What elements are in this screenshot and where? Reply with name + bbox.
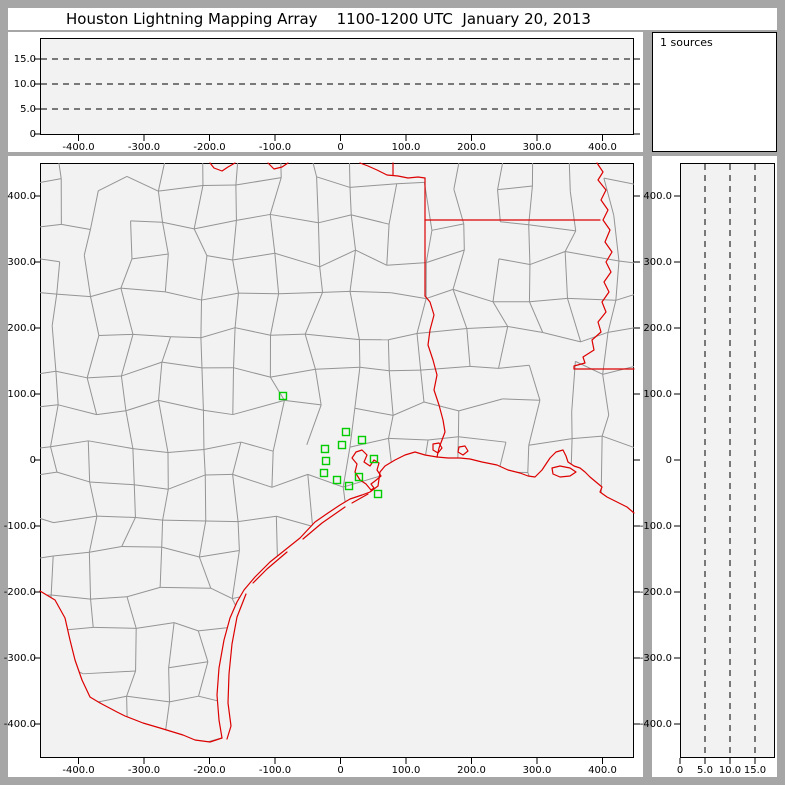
x-tick-label: 15.0: [744, 765, 766, 776]
plan-view-plot-area[interactable]: [41, 164, 634, 758]
y-tick-label: -400.0: [640, 719, 672, 730]
county-boundary-line: [206, 521, 238, 522]
county-boundary-line: [136, 628, 137, 671]
y-tick-label: -300.0: [640, 653, 672, 664]
x-tick-label: 100.0: [392, 142, 421, 153]
x-tick-label: -300.0: [128, 765, 160, 776]
x-tick-label: -400.0: [62, 765, 94, 776]
altitude-ns-plot-area[interactable]: [681, 164, 775, 758]
x-tick-label: 400.0: [588, 765, 617, 776]
x-tick-label: -100.0: [259, 765, 291, 776]
x-tick-label: 10.0: [719, 765, 741, 776]
x-tick-label: 5.0: [697, 765, 713, 776]
x-tick-label: 400.0: [588, 142, 617, 153]
y-tick-label: -400.0: [4, 719, 36, 730]
y-tick-label: 0: [30, 129, 36, 140]
county-boundary-line: [201, 300, 202, 338]
x-tick-label: 0: [677, 765, 683, 776]
x-tick-label: 100.0: [392, 765, 421, 776]
y-tick-label: 300.0: [643, 257, 672, 268]
county-boundary-line: [205, 474, 232, 475]
sources-box: [653, 33, 777, 152]
county-boundary-line: [236, 185, 237, 220]
county-boundary-line: [464, 224, 465, 250]
page-title: Houston Lightning Mapping Array 1100-120…: [66, 10, 591, 28]
y-tick-label: 5.0: [20, 104, 36, 115]
y-tick-label: 200.0: [643, 323, 672, 334]
x-tick-label: 300.0: [523, 765, 552, 776]
x-tick-label: 200.0: [457, 765, 486, 776]
y-tick-label: 200.0: [7, 323, 36, 334]
x-tick-label: -200.0: [193, 142, 225, 153]
y-tick-label: 100.0: [643, 389, 672, 400]
altitude-ew-plot-area[interactable]: [41, 39, 634, 135]
y-tick-label: -200.0: [640, 587, 672, 598]
y-tick-label: -200.0: [4, 587, 36, 598]
y-tick-label: 0: [30, 455, 36, 466]
x-tick-label: -400.0: [62, 142, 94, 153]
x-tick-label: 0: [337, 142, 343, 153]
x-tick-label: -100.0: [259, 142, 291, 153]
y-tick-label: 400.0: [643, 191, 672, 202]
x-tick-label: 0: [337, 765, 343, 776]
y-tick-label: -100.0: [640, 521, 672, 532]
y-tick-label: 0: [666, 455, 672, 466]
y-tick-label: 15.0: [14, 54, 36, 65]
sources-count-label: 1 sources: [660, 36, 713, 49]
x-tick-label: -300.0: [128, 142, 160, 153]
y-tick-label: -300.0: [4, 653, 36, 664]
y-tick-label: 400.0: [7, 191, 36, 202]
y-tick-label: 300.0: [7, 257, 36, 268]
county-boundary-line: [203, 410, 204, 449]
y-tick-label: 10.0: [14, 79, 36, 90]
county-boundary-line: [122, 547, 162, 548]
x-tick-label: 300.0: [523, 142, 552, 153]
county-boundary-line: [238, 293, 278, 294]
y-tick-label: -100.0: [4, 521, 36, 532]
x-tick-label: -200.0: [193, 765, 225, 776]
y-tick-label: 100.0: [7, 389, 36, 400]
x-tick-label: 200.0: [457, 142, 486, 153]
